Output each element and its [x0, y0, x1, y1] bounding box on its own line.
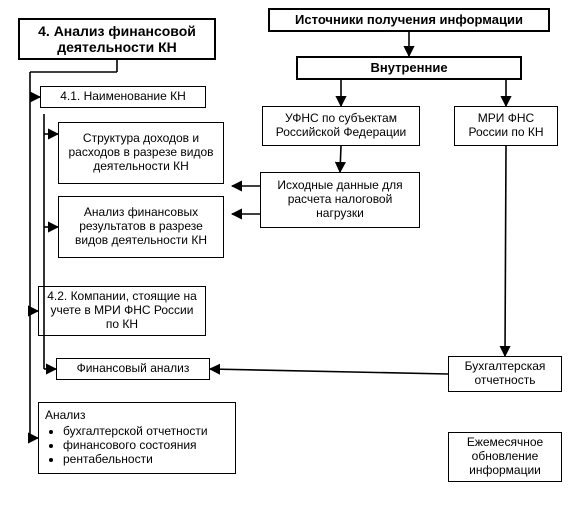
label: 4.2. Компании, стоящие на учете в МРИ ФН…	[45, 290, 199, 331]
node-income-structure: Структура доходов и расходов в разрезе в…	[58, 122, 224, 184]
node-analysis-detail: Анализ бухгалтерской отчетности финансов…	[38, 402, 236, 474]
label: 4.1. Наименование КН	[60, 90, 186, 104]
label: Структура доходов и расходов в разрезе в…	[65, 132, 217, 173]
label: МРИ ФНС России по КН	[461, 112, 551, 140]
node-internal: Внутренние	[296, 56, 522, 80]
node-monthly-update: Ежемесячное обновление информации	[448, 432, 562, 482]
label: Внутренние	[370, 61, 447, 76]
analysis-bullets: бухгалтерской отчетности финансового сос…	[45, 425, 208, 466]
label: УФНС по субъектам Российской Федерации	[269, 112, 413, 140]
label: Бухгалтерская отчетность	[455, 360, 555, 388]
node-accounting-reports: Бухгалтерская отчетность	[448, 356, 562, 392]
label: 4. Анализ финансовой деятельности КН	[26, 23, 208, 55]
node-financial-analysis: Финансовый анализ	[56, 358, 210, 380]
label: Ежемесячное обновление информации	[455, 436, 555, 477]
node-ufns: УФНС по субъектам Российской Федерации	[262, 106, 420, 146]
node-analysis-root: 4. Анализ финансовой деятельности КН	[18, 18, 216, 60]
label: Источники получения информации	[295, 13, 523, 28]
node-source-data: Исходные данные для расчета налоговой на…	[260, 172, 420, 228]
bullet-item: финансового состояния	[63, 439, 208, 453]
node-4-2: 4.2. Компании, стоящие на учете в МРИ ФН…	[38, 286, 206, 336]
title: Анализ	[45, 409, 86, 423]
node-fin-results-analysis: Анализ финансовых результатов в разрезе …	[58, 196, 224, 258]
label: Финансовый анализ	[77, 362, 190, 376]
diagram-canvas: 4. Анализ финансовой деятельности КН Ист…	[0, 0, 581, 512]
label: Анализ финансовых результатов в разрезе …	[65, 206, 217, 247]
node-info-sources: Источники получения информации	[268, 8, 550, 32]
node-4-1: 4.1. Наименование КН	[40, 86, 206, 108]
bullet-item: рентабельности	[63, 453, 208, 467]
node-mri-fns: МРИ ФНС России по КН	[454, 106, 558, 146]
bullet-item: бухгалтерской отчетности	[63, 425, 208, 439]
label: Исходные данные для расчета налоговой на…	[267, 179, 413, 220]
